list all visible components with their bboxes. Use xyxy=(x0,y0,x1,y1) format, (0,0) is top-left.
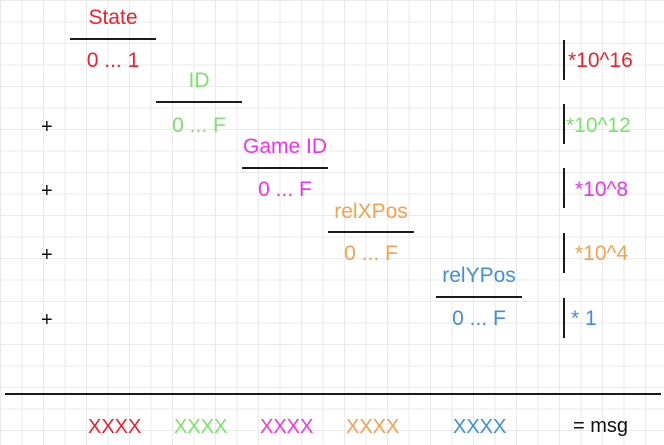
multiplier-state: *10^16 xyxy=(568,49,633,72)
plus-sign-game-id: + xyxy=(41,180,53,202)
result-segment-relypos: XXXX xyxy=(453,416,507,438)
plus-sign-id: + xyxy=(41,116,53,138)
separator-bar-state xyxy=(563,40,565,80)
field-range-state: 0 ... 1 xyxy=(86,49,140,72)
separator-bar-relxpos xyxy=(563,233,565,273)
field-name-state: State xyxy=(88,6,138,29)
field-range-id: 0 ... F xyxy=(172,114,226,137)
separator-bar-id xyxy=(563,104,565,144)
sum-line xyxy=(5,393,661,395)
fraction-line-game-id xyxy=(242,167,328,169)
multiplier-id: *10^12 xyxy=(566,114,631,137)
result-segment-game-id: XXXX xyxy=(260,416,314,438)
field-range-game-id: 0 ... F xyxy=(258,178,312,201)
fraction-line-relypos xyxy=(436,296,522,298)
multiplier-relxpos: *10^4 xyxy=(575,242,629,265)
result-label: = msg xyxy=(573,415,629,437)
separator-bar-relypos xyxy=(563,298,565,338)
fraction-line-state xyxy=(70,38,156,40)
plus-sign-relxpos: + xyxy=(41,244,53,266)
field-name-relypos: relYPos xyxy=(442,264,516,287)
field-name-id: ID xyxy=(188,69,210,92)
field-range-relypos: 0 ... F xyxy=(452,307,506,330)
result-segment-relxpos: XXXX xyxy=(346,416,400,438)
separator-bar-game-id xyxy=(563,168,565,208)
result-segment-state: XXXX xyxy=(88,416,142,438)
field-range-relxpos: 0 ... F xyxy=(344,242,398,265)
field-name-game-id: Game ID xyxy=(242,135,328,158)
plus-sign-relypos: + xyxy=(41,309,53,331)
fraction-line-relxpos xyxy=(328,231,414,233)
multiplier-relypos: * 1 xyxy=(571,307,597,330)
fraction-line-id xyxy=(156,101,242,103)
multiplier-game-id: *10^8 xyxy=(575,178,629,201)
field-name-relxpos: relXPos xyxy=(334,200,408,223)
result-segment-id: XXXX xyxy=(174,416,228,438)
